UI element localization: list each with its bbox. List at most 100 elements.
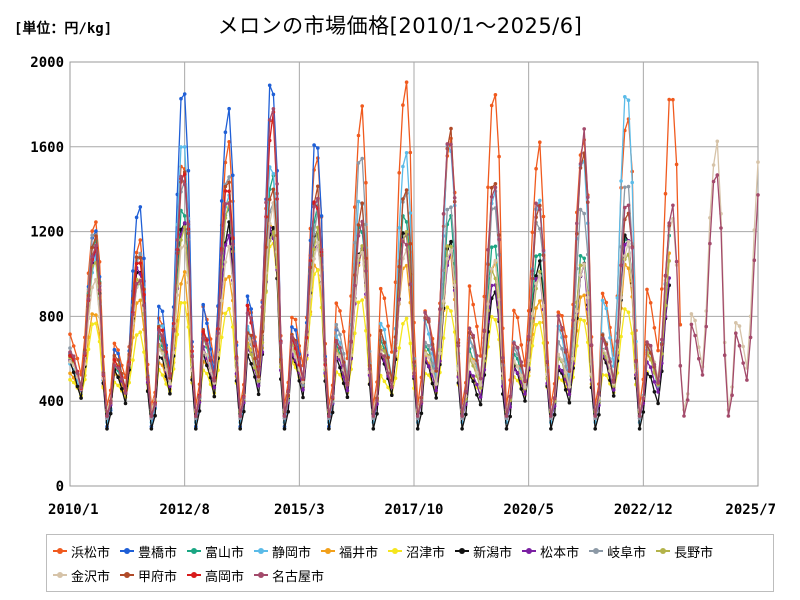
- data-point: [741, 361, 745, 365]
- data-point: [489, 103, 494, 108]
- data-point: [83, 351, 87, 356]
- data-point: [460, 414, 464, 418]
- x-tick-label: 2017/10: [384, 502, 443, 518]
- data-point: [552, 396, 557, 400]
- data-point: [401, 197, 405, 201]
- data-point: [293, 355, 298, 359]
- data-point: [630, 180, 634, 185]
- data-point: [194, 427, 198, 431]
- data-point: [386, 355, 390, 360]
- data-point: [227, 106, 231, 111]
- data-point: [338, 309, 342, 313]
- legend-swatch: [656, 548, 671, 554]
- data-point: [227, 175, 231, 179]
- data-point: [397, 171, 402, 175]
- data-point: [90, 322, 94, 327]
- data-point: [637, 427, 642, 431]
- data-point: [623, 95, 627, 99]
- x-tick-label: 2012/8: [159, 502, 210, 518]
- data-point: [508, 414, 512, 419]
- x-tick-label: 2010/1: [48, 502, 99, 518]
- data-point: [404, 230, 409, 234]
- data-point: [223, 160, 228, 165]
- data-point: [375, 412, 379, 416]
- data-point: [256, 367, 261, 371]
- data-point: [530, 312, 535, 316]
- data-point: [493, 182, 498, 186]
- data-point: [756, 160, 760, 164]
- data-point: [356, 223, 361, 227]
- data-point: [290, 335, 294, 339]
- legend-swatch: [388, 548, 403, 554]
- data-point: [438, 351, 442, 356]
- data-point: [312, 247, 316, 252]
- data-point: [427, 344, 431, 348]
- data-point: [360, 219, 365, 224]
- data-point: [286, 409, 291, 414]
- data-point: [131, 312, 135, 317]
- legend-item: 福井市: [321, 539, 378, 563]
- data-point: [449, 248, 453, 253]
- data-point: [68, 377, 72, 382]
- data-point: [249, 362, 253, 366]
- data-point: [475, 370, 479, 375]
- data-point: [142, 350, 146, 354]
- data-point: [608, 336, 612, 340]
- data-point: [234, 356, 239, 361]
- data-point: [212, 385, 217, 390]
- legend-item: 沼津市: [388, 539, 445, 563]
- legend-swatch: [187, 572, 202, 578]
- data-point: [423, 310, 427, 315]
- data-point: [378, 321, 383, 326]
- data-point: [534, 254, 538, 258]
- data-point: [722, 353, 727, 358]
- data-point: [267, 83, 272, 88]
- data-point: [386, 385, 390, 390]
- data-point: [438, 307, 442, 312]
- data-point: [364, 328, 368, 333]
- data-point: [134, 261, 139, 266]
- data-point: [256, 392, 261, 397]
- data-point: [582, 318, 586, 323]
- data-point: [497, 237, 501, 242]
- data-point: [227, 201, 231, 206]
- legend-item: 富山市: [187, 539, 244, 563]
- data-point: [160, 373, 165, 377]
- data-point: [227, 244, 231, 249]
- data-point: [142, 256, 146, 261]
- data-point: [297, 357, 302, 362]
- data-point: [353, 205, 357, 209]
- data-point: [441, 299, 446, 303]
- data-point: [186, 168, 191, 173]
- legend-label: 長野市: [674, 545, 714, 561]
- data-point: [427, 355, 431, 360]
- data-point: [238, 414, 242, 418]
- data-point: [223, 202, 228, 206]
- data-point: [445, 256, 450, 261]
- data-point: [338, 346, 342, 350]
- data-point: [412, 371, 416, 376]
- data-point: [449, 142, 453, 147]
- data-point: [560, 347, 564, 351]
- data-point: [408, 282, 413, 286]
- data-point: [626, 203, 631, 208]
- data-point: [94, 234, 98, 238]
- data-point: [279, 341, 283, 345]
- data-point: [623, 205, 627, 210]
- data-point: [68, 371, 72, 376]
- data-point: [434, 388, 439, 393]
- legend-label: 金沢市: [71, 569, 111, 585]
- data-point: [534, 166, 538, 171]
- data-point: [697, 345, 701, 350]
- data-point: [523, 392, 527, 396]
- data-point: [452, 283, 457, 288]
- data-point: [604, 300, 609, 305]
- data-point: [341, 351, 346, 356]
- data-point: [493, 185, 498, 190]
- data-point: [182, 182, 187, 187]
- data-point: [301, 380, 305, 384]
- data-point: [94, 313, 98, 317]
- data-point: [256, 379, 261, 383]
- data-point: [94, 243, 98, 248]
- data-point: [327, 414, 331, 418]
